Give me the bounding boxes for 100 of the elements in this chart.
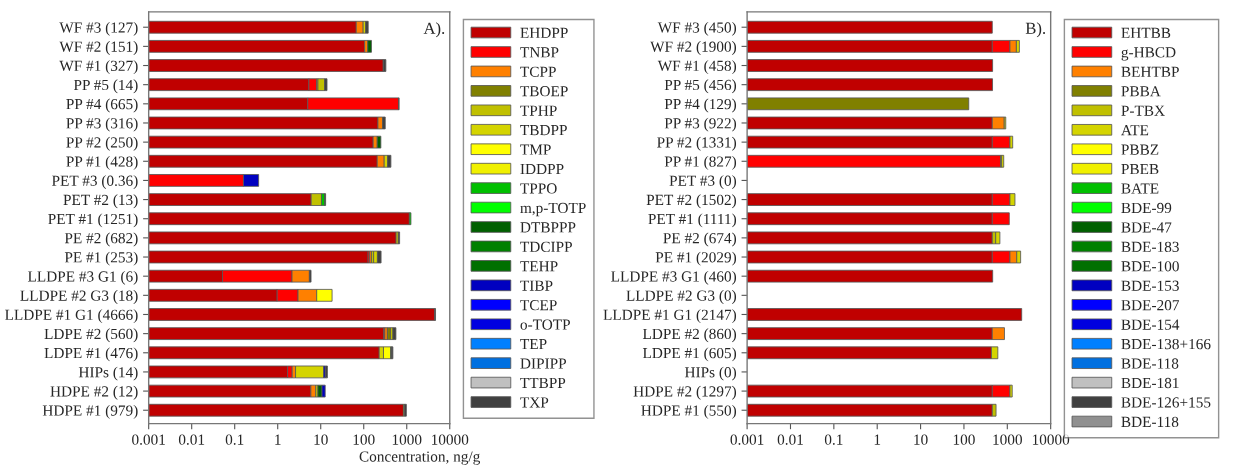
legend-label: ATE bbox=[1121, 125, 1149, 136]
x-tick-label: 0.001 bbox=[132, 434, 165, 445]
legend-label: o-TOTP bbox=[520, 319, 570, 330]
y-tick-label: LLDPE #2 G3 (0) bbox=[626, 290, 737, 304]
legend-label: BDE-126+155 bbox=[1121, 397, 1211, 408]
legend-label: BDE-99 bbox=[1121, 202, 1172, 214]
y-tick-label: PE #2 (682) bbox=[64, 232, 138, 247]
y-tick-label: PP #5 (456) bbox=[664, 79, 737, 94]
legend-label: BDE-118 bbox=[1121, 416, 1179, 428]
x-tick-label: 10 bbox=[314, 434, 328, 445]
x-tick-label: 10000 bbox=[1032, 434, 1070, 445]
y-tick-label: PET #3 (0.36) bbox=[51, 175, 138, 189]
legend-label: BEHTBP bbox=[1121, 66, 1179, 77]
x-tick-label: 1 bbox=[874, 434, 881, 445]
legend-label: TBDPP bbox=[520, 125, 567, 136]
legend-label: BDE-183 bbox=[1121, 241, 1179, 252]
x-tick-label: 10 bbox=[914, 434, 928, 445]
y-tick-label: PP #3 (316) bbox=[66, 117, 138, 132]
legend-label: DTBPPP bbox=[520, 222, 576, 233]
y-tick-label: LLDPE #3 G1 (460) bbox=[611, 270, 737, 285]
x-tick-label: 0.01 bbox=[777, 434, 803, 445]
y-tick-label: WF #1 (327) bbox=[59, 60, 138, 75]
legend-label: BATE bbox=[1121, 183, 1159, 194]
x-tick-label: 1 bbox=[275, 434, 281, 445]
legend-label: TEHP bbox=[520, 261, 558, 272]
legend-label: EHTBB bbox=[1121, 27, 1171, 38]
y-tick-label: HDPE #2 (1297) bbox=[633, 385, 737, 400]
y-tick-label: PE #1 (2029) bbox=[655, 251, 737, 266]
legend-label: BDE-207 bbox=[1121, 300, 1180, 311]
y-tick-label: PP #2 (250) bbox=[66, 136, 138, 151]
y-tick-label: PP #4 (129) bbox=[664, 98, 737, 113]
y-tick-label: LLDPE #1 G1 (4666) bbox=[5, 309, 138, 324]
annotation: A). bbox=[423, 22, 445, 38]
y-tick-label: PP #4 (665) bbox=[66, 98, 138, 113]
x-tick-label: 10000 bbox=[432, 434, 469, 445]
x-tick-label: 100 bbox=[353, 434, 375, 445]
y-tick-label: PE #2 (674) bbox=[663, 232, 737, 247]
legend-label: TCEP bbox=[520, 300, 557, 311]
legend-label: BDE-47 bbox=[1121, 222, 1172, 233]
legend-label: TEP bbox=[520, 339, 547, 350]
legend-label: BDE-138+166 bbox=[1121, 338, 1211, 350]
y-tick-label: PET #3 (0) bbox=[669, 175, 737, 189]
legend-label: IDDPP bbox=[520, 164, 564, 175]
legend-label: g-HBCD bbox=[1121, 47, 1176, 61]
y-tick-label: PET #1 (1251) bbox=[48, 213, 138, 228]
legend-label: P-TBX bbox=[1121, 105, 1165, 116]
legend-label: TPHP bbox=[520, 105, 557, 116]
x-axis-title: Concentration, ng/g bbox=[359, 451, 481, 465]
y-tick-label: PE #1 (253) bbox=[64, 251, 138, 266]
y-tick-label: LDPE #2 (860) bbox=[642, 328, 737, 343]
x-tick-label: 1000 bbox=[392, 434, 422, 445]
legend-label: BDE-118 bbox=[1121, 358, 1179, 369]
y-tick-label: PP #1 (827) bbox=[664, 155, 737, 170]
y-tick-label: WF #3 (127) bbox=[59, 21, 138, 36]
y-tick-label: PET #2 (1502) bbox=[646, 194, 737, 209]
y-tick-label: LDPE #2 (560) bbox=[44, 328, 138, 343]
x-tick-label: 0.001 bbox=[730, 434, 764, 445]
x-tick-label: 0.01 bbox=[178, 434, 205, 445]
legend-label: TIBP bbox=[520, 280, 553, 291]
x-tick-label: 0.1 bbox=[225, 434, 244, 445]
y-tick-label: LLDPE #1 G1 (2147) bbox=[603, 309, 737, 324]
y-tick-label: HDPE #2 (12) bbox=[50, 385, 138, 400]
legend-label: BDE-153 bbox=[1121, 280, 1179, 291]
y-tick-label: LLDPE #3 G1 (6) bbox=[27, 270, 138, 285]
y-tick-label: LDPE #1 (476) bbox=[44, 347, 138, 362]
legend-label: TNBP bbox=[520, 47, 559, 58]
y-tick-label: WF #3 (450) bbox=[657, 21, 737, 36]
legend-label: TPPO bbox=[520, 183, 557, 194]
y-tick-label: PP #3 (922) bbox=[664, 117, 737, 132]
y-tick-label: LDPE #1 (605) bbox=[642, 347, 737, 362]
x-tick-label: 1000 bbox=[993, 434, 1022, 445]
y-tick-label: PET #2 (13) bbox=[63, 194, 138, 209]
legend-label: EHDPP bbox=[520, 27, 568, 38]
legend-label: TDCIPP bbox=[520, 241, 572, 252]
y-tick-label: LLDPE #2 G3 (18) bbox=[20, 290, 138, 304]
y-tick-label: HIPs (14) bbox=[78, 366, 138, 381]
x-tick-label: 0.1 bbox=[824, 434, 843, 445]
legend-label: BDE-100 bbox=[1121, 261, 1179, 272]
legend-label: BDE-181 bbox=[1121, 377, 1179, 389]
legend-label: TTBPP bbox=[520, 377, 566, 388]
legend-label: PBBZ bbox=[1121, 144, 1159, 155]
y-tick-label: WF #2 (1900) bbox=[650, 41, 737, 55]
legend-label: TMP bbox=[520, 144, 551, 155]
legend-label: BDE-154 bbox=[1121, 319, 1180, 330]
legend-label: DIPIPP bbox=[520, 358, 567, 369]
x-tick-label: 100 bbox=[953, 434, 975, 445]
y-tick-label: WF #2 (151) bbox=[59, 41, 138, 55]
y-tick-label: PP #2 (1331) bbox=[657, 136, 737, 151]
y-tick-label: HDPE #1 (550) bbox=[641, 404, 737, 419]
y-tick-label: PP #1 (428) bbox=[66, 155, 138, 170]
y-tick-label: HIPs (0) bbox=[684, 366, 737, 381]
legend-label: m,p-TOTP bbox=[520, 202, 586, 217]
y-tick-label: PET #1 (1111) bbox=[648, 213, 737, 228]
legend-label: TBOEP bbox=[520, 86, 568, 97]
y-tick-label: HDPE #1 (979) bbox=[42, 404, 138, 419]
legend-label: PBEB bbox=[1121, 164, 1159, 175]
y-tick-label: PP #5 (14) bbox=[73, 79, 138, 94]
annotation: B). bbox=[1025, 22, 1046, 38]
y-tick-label: WF #1 (458) bbox=[657, 60, 737, 75]
legend-label: TXP bbox=[520, 397, 549, 408]
